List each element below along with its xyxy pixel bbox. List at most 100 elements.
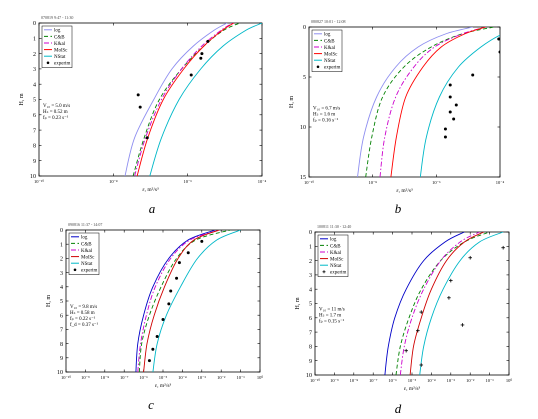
series-experim-point	[443, 127, 447, 131]
legend-box	[311, 29, 343, 72]
legend-box	[68, 232, 100, 275]
x-tick-label: 10⁻⁴	[496, 180, 505, 185]
x-axis-label: ε, m²/s³	[142, 187, 159, 193]
series-experim-point	[199, 56, 203, 60]
y-tick-label: 5	[60, 299, 63, 305]
legend-molsc-label: MolSc	[330, 258, 344, 263]
series-nstat-line	[149, 23, 262, 176]
legend-box	[41, 25, 73, 68]
x-tick-label: 10⁻⁶	[139, 375, 148, 380]
plot-frame	[38, 22, 263, 177]
series-experim-point	[497, 37, 500, 41]
legend-molsc-label: MolSc	[81, 256, 95, 261]
legend-molsc-label: MolSc	[54, 49, 68, 54]
series-molsc-line	[390, 27, 486, 177]
param-label: V₁₀ = 5.0 m/s	[43, 104, 70, 109]
y-tick-label: 5	[33, 98, 36, 104]
series-experim-point	[167, 302, 171, 306]
series-experim-point	[501, 245, 505, 250]
x-tick-label: 10⁻⁴	[258, 179, 267, 184]
series-experim-point	[175, 276, 179, 280]
legend-kal-label: K&al	[54, 42, 66, 47]
series-experim-point	[416, 328, 420, 333]
param-label: V₁₀ = 9.8 m/s	[70, 305, 97, 310]
series-kal-line	[137, 230, 220, 372]
y-tick-label: 4	[309, 287, 312, 293]
series-kal-line	[379, 27, 486, 177]
param-label: fₚ = 0.16 s⁻¹	[313, 118, 339, 124]
legend-nstat-label: NStat	[330, 264, 342, 269]
y-tick-label: 0	[303, 25, 306, 31]
series-log-line	[384, 232, 465, 375]
y-axis-label: H, m	[295, 297, 301, 309]
series-cb-line	[138, 230, 231, 372]
series-experim-point	[498, 50, 500, 54]
series-experim-point	[404, 348, 408, 353]
series-experim-point	[443, 135, 447, 139]
x-tick-label: 10⁰	[257, 375, 264, 380]
legend-cb-label: C&B	[324, 39, 335, 44]
series-experim-point	[206, 39, 210, 43]
series-log-line	[124, 23, 228, 176]
series-kal-line	[399, 232, 480, 375]
legend-nstat-label: NStat	[324, 59, 336, 64]
x-tick-label: 10⁻⁹	[330, 378, 339, 383]
x-tick-label: 10⁻⁷	[120, 375, 129, 380]
y-tick-label: 10	[306, 373, 312, 379]
param-label: f_d = 0.37 s⁻¹	[70, 322, 99, 328]
series-experim-point	[449, 278, 453, 283]
series-experim-point	[448, 110, 452, 114]
series-experim-point	[452, 117, 456, 121]
param-label: V₁₀ = 11 m/s	[319, 308, 345, 313]
series-experim-point	[200, 239, 204, 243]
x-tick-label: 10⁻¹	[236, 375, 245, 380]
series-cb-line	[365, 27, 494, 177]
legend-log-label: log	[324, 33, 331, 38]
y-tick-label: 0	[33, 21, 36, 27]
param-label: Hₛ = 0.58 m	[70, 311, 95, 316]
x-tick-label: 10⁻⁸	[101, 375, 110, 380]
series-nstat-line	[152, 230, 241, 372]
series-experim-point	[447, 295, 451, 300]
y-tick-label: 1	[33, 37, 36, 43]
x-tick-label: 10⁰	[506, 378, 513, 383]
y-axis-label: H, m	[46, 295, 52, 307]
x-tick-label: 10⁻⁸	[368, 180, 377, 185]
legend-experim-marker	[316, 65, 320, 69]
legend-cb-label: C&B	[330, 244, 341, 249]
series-experim-point	[460, 323, 465, 327]
series-cb-line	[395, 232, 490, 375]
y-tick-label: 1	[60, 242, 63, 248]
series-experim-point	[136, 93, 140, 97]
plot-data	[357, 27, 500, 177]
series-experim-point	[419, 363, 424, 367]
series-experim-point	[145, 136, 149, 140]
y-tick-label: 8	[309, 345, 312, 351]
x-tick-label: 10⁻⁷	[369, 378, 378, 383]
y-tick-label: 5	[309, 302, 312, 308]
series-experim-point	[186, 251, 190, 255]
legend-nstat-label: NStat	[81, 262, 93, 267]
y-tick-label: 15	[300, 175, 306, 181]
series-experim-point	[189, 73, 193, 77]
series-experim-point	[419, 310, 424, 314]
series-experim-point	[448, 95, 452, 99]
series-experim-point	[177, 261, 181, 265]
param-label: Hₛ = 1.7 m	[319, 314, 341, 319]
series-molsc-line	[409, 232, 485, 375]
x-tick-label: 10⁻⁸	[350, 378, 359, 383]
x-tick-label: 10⁻⁶	[183, 179, 192, 184]
param-label: V₁₀ = 6.7 m/s	[313, 107, 340, 112]
y-tick-label: 8	[33, 144, 36, 150]
legend-log-label: log	[330, 238, 337, 243]
panel-header: 080827 10:01 - 12:08	[311, 19, 346, 24]
y-tick-label: 8	[60, 342, 63, 348]
series-experim-point	[200, 52, 204, 56]
x-tick-label: 10⁻⁸	[109, 179, 118, 184]
legend-kal-label: K&al	[324, 46, 336, 51]
panel-d: 100811 11:30 - 12:40 10⁻¹⁰ 10⁻⁹ 10⁻⁸ 10⁻⁷ 10⁻…	[295, 224, 512, 392]
series-experim-point	[155, 335, 159, 338]
